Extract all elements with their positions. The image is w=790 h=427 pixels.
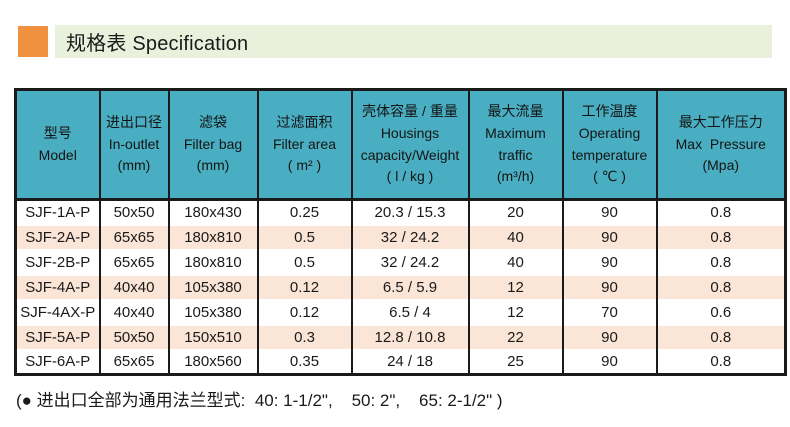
column-header-filter-area: 过滤面积 Filter area ( m² ) bbox=[256, 89, 353, 201]
cell-model: SJF-1A-P bbox=[14, 199, 101, 225]
orange-bullet-icon bbox=[18, 26, 48, 57]
table-row: SJF-4AX-P 40x40 105x380 0.12 6.5 / 4 12 … bbox=[14, 298, 787, 325]
cell-model: SJF-4A-P bbox=[14, 273, 101, 300]
cell-max-traffic: 25 bbox=[467, 348, 564, 375]
table-row: SJF-5A-P 50x50 150x510 0.3 12.8 / 10.8 2… bbox=[14, 323, 787, 350]
cell-in-outlet: 65x65 bbox=[98, 348, 170, 375]
cell-in-outlet: 65x65 bbox=[98, 248, 170, 275]
cell-max-pressure: 0.8 bbox=[655, 323, 787, 350]
cell-capacity-weight: 24 / 18 bbox=[350, 348, 470, 375]
cell-filter-bag: 180x560 bbox=[167, 348, 259, 375]
column-header-in-outlet: 进出口径 In-outlet (mm) bbox=[98, 89, 170, 201]
cell-in-outlet: 40x40 bbox=[98, 273, 170, 300]
cell-filter-bag: 105x380 bbox=[167, 273, 259, 300]
cell-capacity-weight: 6.5 / 4 bbox=[350, 298, 470, 325]
cell-max-traffic: 12 bbox=[467, 298, 564, 325]
cell-filter-bag: 180x430 bbox=[167, 199, 259, 225]
title-section: 规格表 Specification bbox=[18, 25, 772, 58]
table-row: SJF-6A-P 65x65 180x560 0.35 24 / 18 25 9… bbox=[14, 348, 787, 375]
cell-max-traffic: 40 bbox=[467, 248, 564, 275]
column-header-operating-temperature: 工作温度 Operating temperature ( ℃ ) bbox=[561, 89, 658, 201]
cell-max-pressure: 0.8 bbox=[655, 248, 787, 275]
cell-max-pressure: 0.8 bbox=[655, 199, 787, 225]
cell-model: SJF-5A-P bbox=[14, 323, 101, 350]
cell-in-outlet: 50x50 bbox=[98, 323, 170, 350]
cell-capacity-weight: 12.8 / 10.8 bbox=[350, 323, 470, 350]
cell-max-pressure: 0.6 bbox=[655, 298, 787, 325]
cell-capacity-weight: 32 / 24.2 bbox=[350, 223, 470, 250]
cell-filter-bag: 105x380 bbox=[167, 298, 259, 325]
cell-capacity-weight: 32 / 24.2 bbox=[350, 248, 470, 275]
cell-model: SJF-4AX-P bbox=[14, 298, 101, 325]
cell-max-traffic: 22 bbox=[467, 323, 564, 350]
cell-operating-temperature: 90 bbox=[561, 199, 658, 225]
cell-filter-area: 0.35 bbox=[256, 348, 353, 375]
cell-filter-bag: 180x810 bbox=[167, 248, 259, 275]
cell-operating-temperature: 90 bbox=[561, 273, 658, 300]
cell-operating-temperature: 90 bbox=[561, 248, 658, 275]
table-row: SJF-2B-P 65x65 180x810 0.5 32 / 24.2 40 … bbox=[14, 248, 787, 275]
cell-operating-temperature: 70 bbox=[561, 298, 658, 325]
column-header-filter-bag: 滤袋 Filter bag (mm) bbox=[167, 89, 259, 201]
header-row: 型号 Model 进出口径 In-outlet (mm) 滤袋 Filter b… bbox=[14, 89, 787, 201]
cell-max-traffic: 12 bbox=[467, 273, 564, 300]
cell-operating-temperature: 90 bbox=[561, 223, 658, 250]
cell-max-traffic: 20 bbox=[467, 199, 564, 225]
cell-in-outlet: 65x65 bbox=[98, 223, 170, 250]
column-header-housings-capacity: 壳体容量 / 重量 Housings capacity/Weight ( l /… bbox=[350, 89, 470, 201]
cell-max-pressure: 0.8 bbox=[655, 273, 787, 300]
cell-filter-area: 0.3 bbox=[256, 323, 353, 350]
cell-in-outlet: 40x40 bbox=[98, 298, 170, 325]
cell-capacity-weight: 20.3 / 15.3 bbox=[350, 199, 470, 225]
cell-in-outlet: 50x50 bbox=[98, 199, 170, 225]
cell-max-pressure: 0.8 bbox=[655, 348, 787, 375]
cell-filter-area: 0.25 bbox=[256, 199, 353, 225]
table-row: SJF-2A-P 65x65 180x810 0.5 32 / 24.2 40 … bbox=[14, 223, 787, 250]
specification-table-wrap: 型号 Model 进出口径 In-outlet (mm) 滤袋 Filter b… bbox=[14, 88, 787, 376]
cell-model: SJF-6A-P bbox=[14, 348, 101, 375]
table-body: SJF-1A-P 50x50 180x430 0.25 20.3 / 15.3 … bbox=[14, 199, 787, 375]
cell-filter-area: 0.12 bbox=[256, 298, 353, 325]
title-bar: 规格表 Specification bbox=[55, 25, 772, 58]
page-title: 规格表 Specification bbox=[66, 33, 249, 55]
table-row: SJF-4A-P 40x40 105x380 0.12 6.5 / 5.9 12… bbox=[14, 273, 787, 300]
cell-filter-bag: 180x810 bbox=[167, 223, 259, 250]
cell-filter-bag: 150x510 bbox=[167, 323, 259, 350]
cell-max-traffic: 40 bbox=[467, 223, 564, 250]
cell-operating-temperature: 90 bbox=[561, 323, 658, 350]
column-header-max-pressure: 最大工作压力 Max Pressure (Mpa) bbox=[655, 89, 787, 201]
cell-filter-area: 0.12 bbox=[256, 273, 353, 300]
cell-filter-area: 0.5 bbox=[256, 248, 353, 275]
column-header-max-traffic: 最大流量 Maximum traffic (m³/h) bbox=[467, 89, 564, 201]
cell-capacity-weight: 6.5 / 5.9 bbox=[350, 273, 470, 300]
table-header: 型号 Model 进出口径 In-outlet (mm) 滤袋 Filter b… bbox=[14, 89, 787, 201]
cell-model: SJF-2B-P bbox=[14, 248, 101, 275]
table-row: SJF-1A-P 50x50 180x430 0.25 20.3 / 15.3 … bbox=[14, 199, 787, 225]
flange-footnote: (● 进出口全部为通用法兰型式: 40: 1-1/2", 50: 2", 65:… bbox=[16, 391, 503, 410]
cell-max-pressure: 0.8 bbox=[655, 223, 787, 250]
cell-model: SJF-2A-P bbox=[14, 223, 101, 250]
specification-table: 型号 Model 进出口径 In-outlet (mm) 滤袋 Filter b… bbox=[14, 88, 787, 376]
column-header-model: 型号 Model bbox=[14, 89, 101, 201]
cell-filter-area: 0.5 bbox=[256, 223, 353, 250]
cell-operating-temperature: 90 bbox=[561, 348, 658, 375]
